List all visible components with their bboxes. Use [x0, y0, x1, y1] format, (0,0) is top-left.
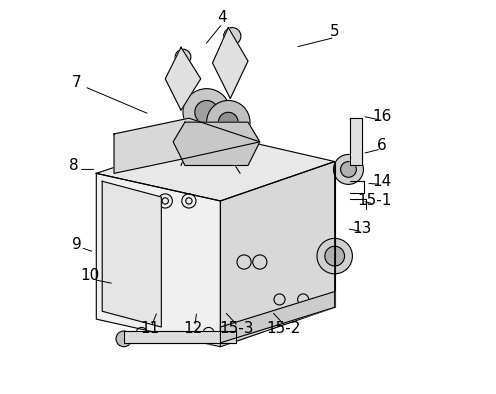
Text: 15-1: 15-1: [357, 193, 391, 208]
Circle shape: [218, 112, 238, 132]
Text: 4: 4: [218, 10, 227, 25]
Text: 13: 13: [353, 221, 372, 236]
Polygon shape: [114, 118, 260, 173]
Circle shape: [175, 49, 191, 65]
Text: 14: 14: [372, 174, 391, 189]
Polygon shape: [213, 28, 248, 98]
Polygon shape: [173, 122, 260, 165]
Polygon shape: [351, 118, 362, 165]
Text: 15-2: 15-2: [266, 322, 301, 336]
Circle shape: [207, 100, 250, 144]
Circle shape: [341, 162, 356, 177]
Polygon shape: [220, 292, 335, 343]
Polygon shape: [220, 162, 335, 347]
Text: 5: 5: [330, 24, 339, 39]
Text: 15-3: 15-3: [219, 322, 253, 336]
Polygon shape: [124, 331, 236, 343]
Polygon shape: [96, 134, 335, 201]
Text: 12: 12: [183, 322, 202, 336]
Circle shape: [325, 246, 345, 266]
Text: 8: 8: [69, 158, 79, 173]
Circle shape: [224, 28, 241, 45]
Circle shape: [116, 331, 132, 347]
Text: 6: 6: [377, 138, 387, 153]
Polygon shape: [96, 173, 220, 347]
Text: 11: 11: [140, 322, 159, 336]
Circle shape: [333, 154, 364, 184]
Circle shape: [317, 238, 353, 274]
Text: 9: 9: [72, 237, 81, 252]
Polygon shape: [102, 181, 161, 327]
Polygon shape: [165, 47, 201, 110]
Text: 16: 16: [372, 109, 392, 124]
Circle shape: [183, 89, 230, 136]
Text: 7: 7: [72, 75, 81, 90]
Circle shape: [195, 100, 218, 124]
Text: 10: 10: [81, 268, 100, 283]
